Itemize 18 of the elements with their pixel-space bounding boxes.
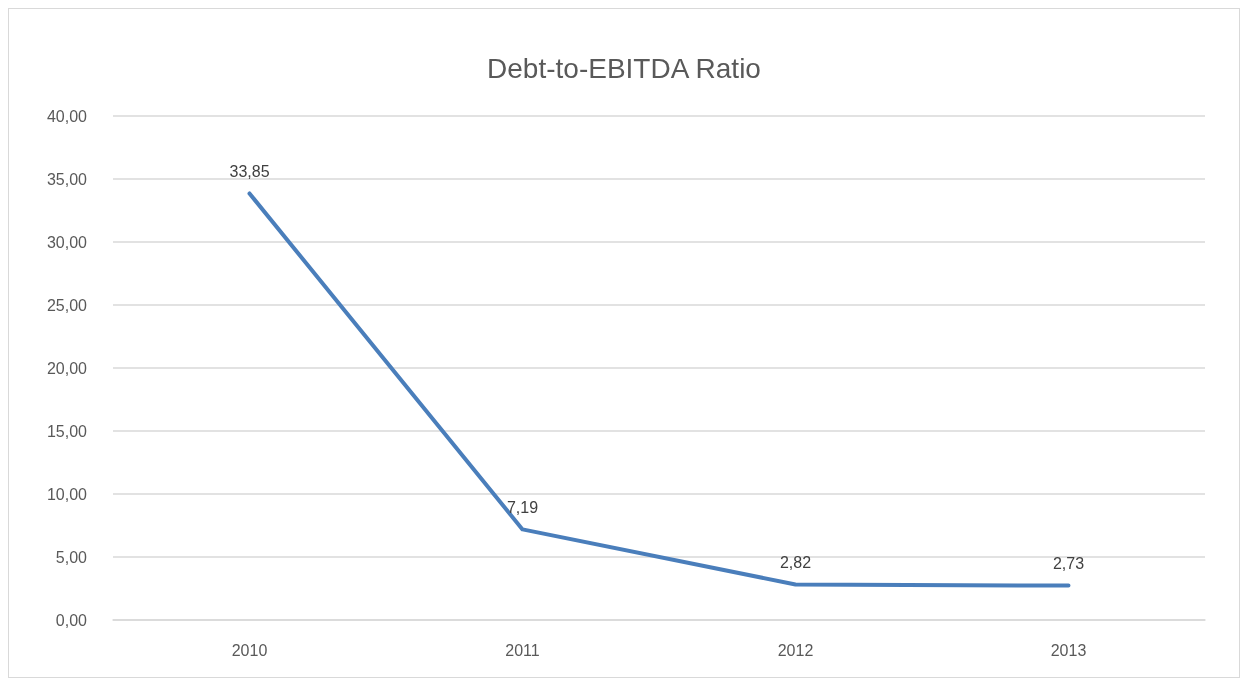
y-tick-label: 15,00: [46, 422, 88, 440]
chart-title: Debt-to-EBITDA Ratio: [487, 52, 761, 84]
data-label: 33,85: [229, 162, 270, 180]
data-label: 2,82: [779, 553, 812, 571]
data-label: 2,73: [1052, 555, 1085, 573]
x-tick-label: 2012: [777, 641, 814, 659]
y-tick-label: 35,00: [46, 170, 88, 188]
y-tick-label: 5,00: [55, 548, 88, 566]
data-label: 7,19: [506, 498, 539, 516]
y-tick-label: 0,00: [55, 611, 88, 629]
x-tick-label: 2013: [1050, 641, 1087, 659]
y-tick-label: 20,00: [46, 359, 88, 377]
x-tick-label: 2011: [505, 641, 540, 659]
y-tick-label: 40,00: [46, 107, 88, 125]
x-tick-label: 2010: [231, 641, 268, 659]
y-tick-label: 10,00: [46, 485, 88, 503]
y-tick-label: 30,00: [46, 233, 88, 251]
y-tick-label: 25,00: [46, 296, 88, 314]
